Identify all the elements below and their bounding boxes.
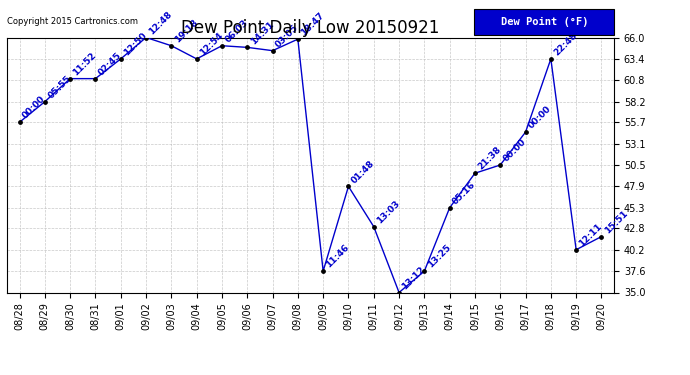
Point [520,129,531,135]
Text: 01:48: 01:48 [350,158,377,185]
Text: 00:00: 00:00 [527,105,553,131]
Text: 21:38: 21:38 [476,145,503,172]
Text: 18:47: 18:47 [299,11,326,38]
Text: 06:03: 06:03 [224,18,250,44]
Text: 11:52: 11:52 [72,51,98,77]
Text: 13:03: 13:03 [375,199,402,225]
Point [495,162,506,168]
Text: 02:45: 02:45 [97,51,124,77]
FancyBboxPatch shape [475,9,614,35]
Point [65,76,76,82]
Point [393,290,404,296]
Point [596,234,607,240]
Text: 11:46: 11:46 [324,243,351,270]
Text: 12:54: 12:54 [198,31,225,57]
Text: 12:48: 12:48 [148,9,174,36]
Text: 12:11: 12:11 [578,222,604,248]
Point [469,170,480,176]
Point [368,224,380,230]
Point [90,76,101,82]
Text: 12:50: 12:50 [122,31,148,57]
Text: 13:12: 13:12 [400,264,427,291]
Point [293,36,304,42]
Text: 03:05: 03:05 [274,23,300,49]
Text: Dew Point (°F): Dew Point (°F) [500,17,588,27]
Point [343,183,354,189]
Text: 22:48: 22:48 [552,31,579,57]
Point [444,205,455,211]
Point [14,119,25,125]
Text: 13:25: 13:25 [426,243,453,270]
Point [115,56,126,62]
Title: Dew Point Daily Low 20150921: Dew Point Daily Low 20150921 [181,20,440,38]
Text: 15:51: 15:51 [603,209,629,235]
Point [317,268,328,274]
Point [141,34,152,40]
Text: 14:31: 14:31 [248,19,275,46]
Text: 05:55: 05:55 [46,74,72,100]
Text: 00:00: 00:00 [502,137,528,164]
Point [419,268,430,274]
Point [571,247,582,253]
Text: 19:18: 19:18 [172,18,199,44]
Point [191,56,202,62]
Text: 00:00: 00:00 [21,94,47,121]
Text: 05:16: 05:16 [451,180,477,206]
Point [267,48,278,54]
Point [217,43,228,49]
Point [545,56,556,62]
Point [166,43,177,49]
Point [241,44,253,50]
Text: Copyright 2015 Cartronics.com: Copyright 2015 Cartronics.com [7,17,138,26]
Point [39,99,50,105]
